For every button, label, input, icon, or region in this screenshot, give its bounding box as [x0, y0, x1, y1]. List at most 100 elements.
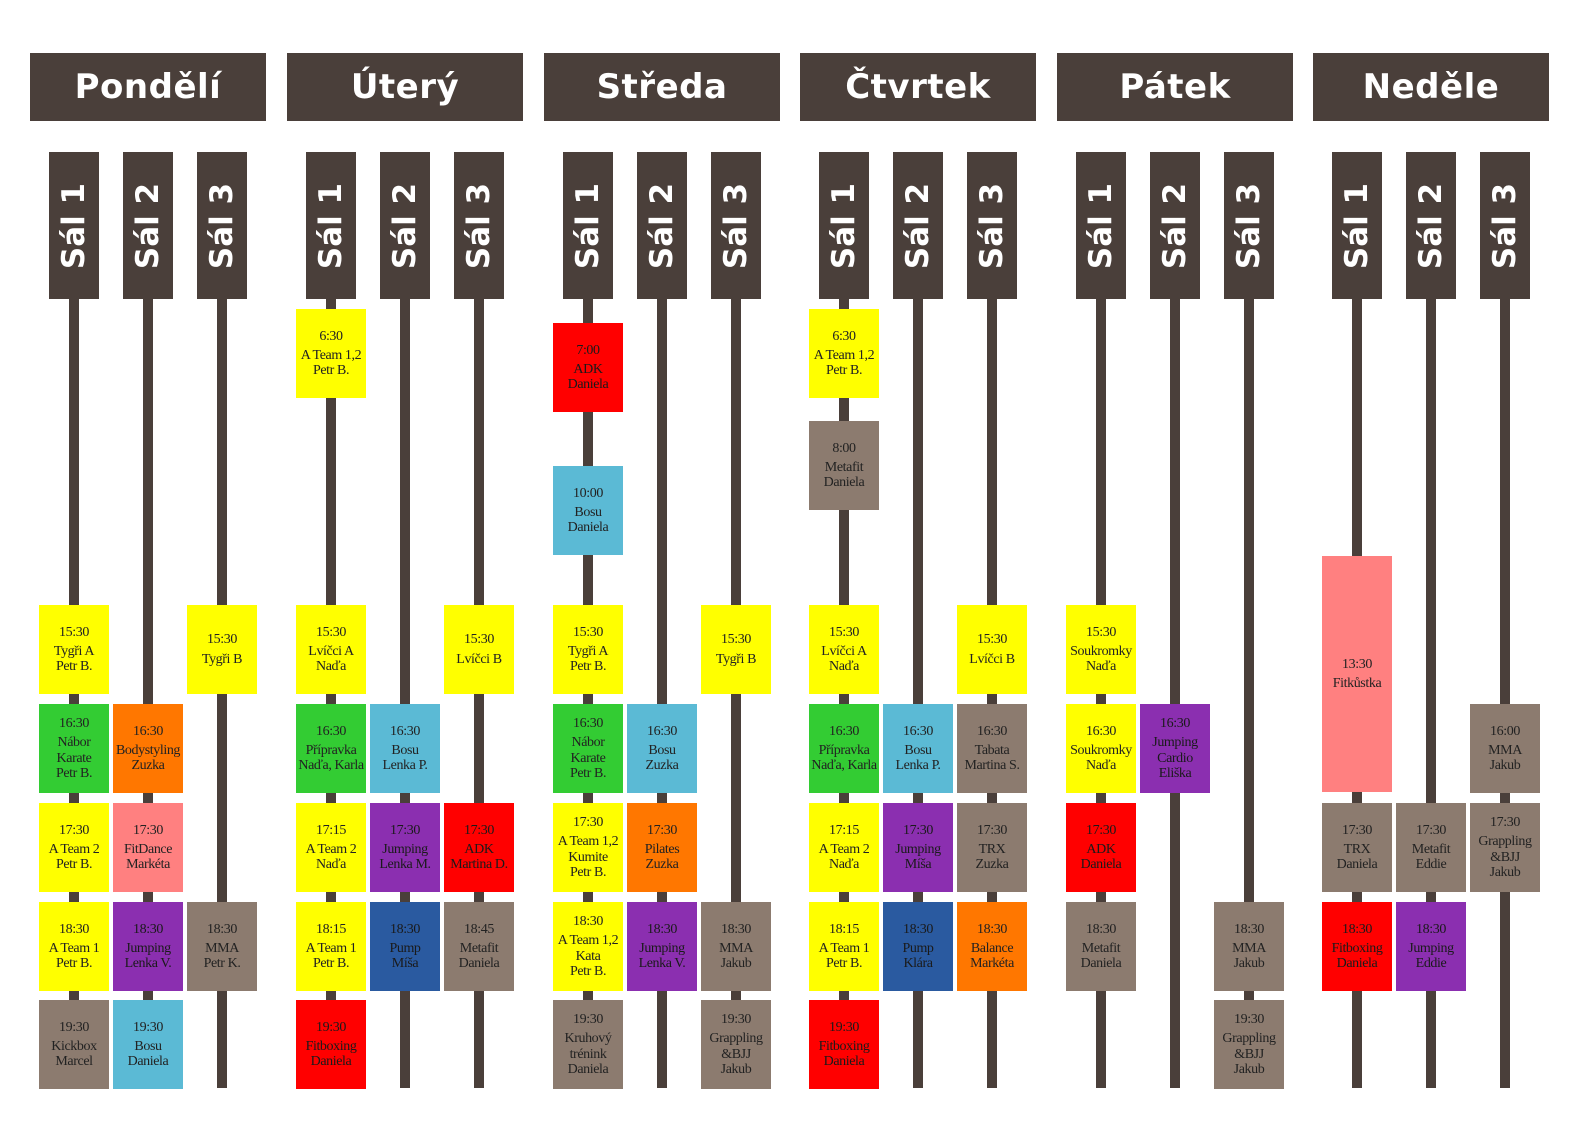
class-time: 16:30	[573, 716, 603, 732]
class-block-bosu[interactable]: 16:30 Bosu Lenka P.	[370, 704, 440, 793]
class-block-bosu[interactable]: 16:30 Bosu Lenka P.	[883, 704, 953, 793]
class-name: Grappling &BJJ	[709, 1031, 763, 1062]
class-block-fitboxing[interactable]: 19:30 Fitboxing Daniela	[296, 1000, 366, 1089]
class-trainer: Naďa	[316, 857, 346, 873]
class-block-soukromky[interactable]: 16:30 Soukromky Naďa	[1066, 704, 1136, 793]
class-time: 18:30	[390, 921, 420, 937]
class-time: 15:30	[316, 624, 346, 640]
timeline-rod	[657, 299, 667, 1088]
class-block-lvicci-a[interactable]: 15:30 Lvíčci A Naďa	[296, 605, 366, 694]
class-block-kruhovy-trenink[interactable]: 19:30 Kruhový trénink Daniela	[553, 1000, 623, 1089]
class-block-adk[interactable]: 17:30 ADK Daniela	[1066, 803, 1136, 892]
class-block-tygri-b[interactable]: 15:30 Tygři B	[187, 605, 257, 694]
class-name: Jumping	[1408, 940, 1454, 956]
class-block-jumping[interactable]: 18:30 Jumping Lenka V.	[627, 902, 697, 991]
class-block-a-team-2[interactable]: 17:30 A Team 2 Petr B.	[39, 803, 109, 892]
class-block-jumping[interactable]: 17:30 Jumping Míša	[883, 803, 953, 892]
class-block-mma[interactable]: 18:30 MMA Petr K.	[187, 902, 257, 991]
class-block-adk[interactable]: 7:00 ADK Daniela	[553, 323, 623, 412]
class-block-tygri-b[interactable]: 15:30 Tygři B	[701, 605, 771, 694]
class-block-pripravka[interactable]: 16:30 Přípravka Naďa, Karla	[296, 704, 366, 793]
class-block-mma[interactable]: 16:00 MMA Jakub	[1470, 704, 1540, 793]
class-block-fitboxing[interactable]: 18:30 Fitboxing Daniela	[1322, 902, 1392, 991]
class-trainer: Zuzka	[131, 758, 165, 774]
class-block-a-team-1-2-kata[interactable]: 18:30 A Team 1,2 Kata Petr B.	[553, 902, 623, 991]
class-name: Pilates	[644, 841, 680, 857]
room-label-sal-3: Sál 3	[711, 152, 761, 299]
class-block-trx[interactable]: 17:30 TRX Daniela	[1322, 803, 1392, 892]
class-trainer: Petr B.	[55, 765, 93, 781]
class-block-tygri-a[interactable]: 15:30 Tygři A Petr B.	[553, 605, 623, 694]
class-block-grappling-bjj[interactable]: 19:30 Grappling &BJJ Jakub	[1214, 1000, 1284, 1089]
class-block-a-team-1[interactable]: 18:15 A Team 1 Petr B.	[296, 902, 366, 991]
class-time: 17:30	[1342, 822, 1372, 838]
class-block-mma[interactable]: 18:30 MMA Jakub	[1214, 902, 1284, 991]
class-trainer: Daniela	[567, 520, 609, 536]
class-block-kickbox[interactable]: 19:30 Kickbox Marcel	[39, 1000, 109, 1089]
class-block-metafit[interactable]: 18:30 Metafit Daniela	[1066, 902, 1136, 991]
class-block-a-team-1[interactable]: 18:15 A Team 1 Petr B.	[809, 902, 879, 991]
class-block-bosu[interactable]: 19:30 Bosu Daniela	[113, 1000, 183, 1089]
class-name: A Team 1	[305, 940, 357, 956]
class-block-nabor-karate[interactable]: 16:30 Nábor Karate Petr B.	[553, 704, 623, 793]
class-name: A Team 1,2	[300, 347, 362, 363]
class-block-fitboxing[interactable]: 19:30 Fitboxing Daniela	[809, 1000, 879, 1089]
class-block-grappling-bjj[interactable]: 17:30 Grappling &BJJ Jakub	[1470, 803, 1540, 892]
class-block-metafit[interactable]: 18:45 Metafit Daniela	[444, 902, 514, 991]
class-time: 16:00	[1490, 723, 1520, 739]
class-trainer: Daniela	[1080, 956, 1122, 972]
class-trainer: Lenka V.	[638, 956, 686, 972]
class-block-lvicci-a[interactable]: 15:30 Lvíčci A Naďa	[809, 605, 879, 694]
class-name: Nábor Karate	[56, 735, 92, 766]
class-block-a-team-1-2-kumite[interactable]: 17:30 A Team 1,2 Kumite Petr B.	[553, 803, 623, 892]
class-trainer: Míša	[391, 956, 419, 972]
class-trainer: Jakub	[1233, 956, 1265, 972]
class-block-bosu[interactable]: 10:00 Bosu Daniela	[553, 466, 623, 555]
class-name: Pump	[389, 940, 421, 956]
class-block-fitkustka[interactable]: 13:30 Fitkůstka	[1322, 556, 1392, 792]
class-time: 7:00	[576, 342, 600, 358]
class-block-jumping-cardio[interactable]: 16:30 Jumping Cardio Eliška	[1140, 704, 1210, 793]
class-block-bodystyling[interactable]: 16:30 Bodystyling Zuzka	[113, 704, 183, 793]
class-block-bosu[interactable]: 16:30 Bosu Zuzka	[627, 704, 697, 793]
class-block-metafit[interactable]: 17:30 Metafit Eddie	[1396, 803, 1466, 892]
class-time: 18:30	[1342, 921, 1372, 937]
class-block-fitdance[interactable]: 17:30 FitDance Markéta	[113, 803, 183, 892]
class-block-pripravka[interactable]: 16:30 Přípravka Naďa, Karla	[809, 704, 879, 793]
class-block-soukromky[interactable]: 15:30 Soukromky Naďa	[1066, 605, 1136, 694]
class-name: Metafit	[459, 940, 499, 956]
class-block-trx[interactable]: 17:30 TRX Zuzka	[957, 803, 1027, 892]
class-block-pilates[interactable]: 17:30 Pilates Zuzka	[627, 803, 697, 892]
class-block-tabata[interactable]: 16:30 Tabata Martina S.	[957, 704, 1027, 793]
class-block-tygri-a[interactable]: 15:30 Tygři A Petr B.	[39, 605, 109, 694]
room-label-text: Sál 3	[204, 182, 240, 269]
class-block-grappling-bjj[interactable]: 19:30 Grappling &BJJ Jakub	[701, 1000, 771, 1089]
class-block-a-team-1-2[interactable]: 6:30 A Team 1,2 Petr B.	[296, 309, 366, 398]
room-label-text: Sál 1	[826, 182, 862, 269]
class-block-a-team-1-2[interactable]: 6:30 A Team 1,2 Petr B.	[809, 309, 879, 398]
class-block-a-team-2[interactable]: 17:15 A Team 2 Naďa	[809, 803, 879, 892]
class-time: 6:30	[832, 328, 856, 344]
class-block-jumping[interactable]: 18:30 Jumping Eddie	[1396, 902, 1466, 991]
class-block-jumping[interactable]: 17:30 Jumping Lenka M.	[370, 803, 440, 892]
class-block-pump[interactable]: 18:30 Pump Míša	[370, 902, 440, 991]
day-header-utery: Úterý	[287, 53, 523, 121]
class-time: 18:30	[977, 921, 1007, 937]
class-trainer: Jakub	[1489, 864, 1521, 880]
class-block-balance[interactable]: 18:30 Balance Markéta	[957, 902, 1027, 991]
class-trainer: Naďa	[1086, 758, 1116, 774]
class-block-lvicci-b[interactable]: 15:30 Lvíčci B	[957, 605, 1027, 694]
class-block-mma[interactable]: 18:30 MMA Jakub	[701, 902, 771, 991]
class-block-nabor-karate[interactable]: 16:30 Nábor Karate Petr B.	[39, 704, 109, 793]
class-block-a-team-1[interactable]: 18:30 A Team 1 Petr B.	[39, 902, 109, 991]
class-block-metafit[interactable]: 8:00 Metafit Daniela	[809, 421, 879, 510]
class-block-lvicci-b[interactable]: 15:30 Lvíčci B	[444, 605, 514, 694]
timeline-rod	[1500, 299, 1510, 1088]
class-name: A Team 1,2	[813, 347, 875, 363]
class-block-jumping[interactable]: 18:30 Jumping Lenka V.	[113, 902, 183, 991]
class-block-pump[interactable]: 18:30 Pump Klára	[883, 902, 953, 991]
class-time: 18:15	[829, 921, 859, 937]
class-block-a-team-2[interactable]: 17:15 A Team 2 Naďa	[296, 803, 366, 892]
class-block-adk[interactable]: 17:30 ADK Martina D.	[444, 803, 514, 892]
class-time: 18:30	[1416, 921, 1446, 937]
